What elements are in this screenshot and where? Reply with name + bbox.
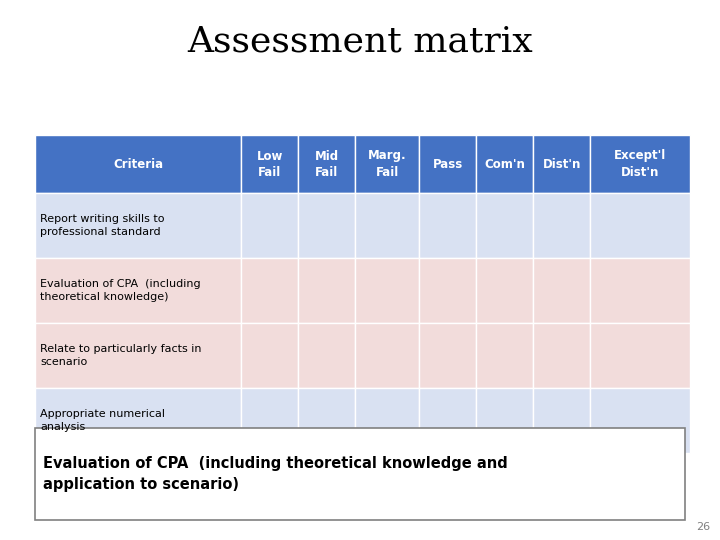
Polygon shape: [298, 258, 355, 323]
Polygon shape: [477, 193, 534, 258]
Text: Except'l
Dist'n: Except'l Dist'n: [614, 150, 666, 179]
Text: Dist'n: Dist'n: [543, 158, 581, 171]
Polygon shape: [298, 323, 355, 388]
Polygon shape: [355, 135, 420, 193]
Polygon shape: [590, 323, 690, 388]
Polygon shape: [355, 388, 420, 453]
Polygon shape: [477, 135, 534, 193]
Text: 26: 26: [696, 522, 710, 532]
Polygon shape: [590, 193, 690, 258]
Text: Com'n: Com'n: [485, 158, 526, 171]
Text: Evaluation of CPA  (including theoretical knowledge and
application to scenario): Evaluation of CPA (including theoretical…: [43, 456, 508, 492]
Text: Criteria: Criteria: [113, 158, 163, 171]
Polygon shape: [534, 135, 590, 193]
Polygon shape: [35, 323, 241, 388]
Polygon shape: [241, 258, 298, 323]
Polygon shape: [534, 193, 590, 258]
Text: Evaluation of CPA  (including
theoretical knowledge): Evaluation of CPA (including theoretical…: [40, 279, 201, 302]
Text: Report writing skills to
professional standard: Report writing skills to professional st…: [40, 214, 164, 237]
Polygon shape: [298, 388, 355, 453]
Polygon shape: [477, 388, 534, 453]
Polygon shape: [590, 258, 690, 323]
Text: Marg.
Fail: Marg. Fail: [368, 150, 407, 179]
Polygon shape: [241, 388, 298, 453]
Polygon shape: [35, 135, 241, 193]
Polygon shape: [534, 258, 590, 323]
Polygon shape: [590, 388, 690, 453]
Polygon shape: [590, 135, 690, 193]
Polygon shape: [534, 323, 590, 388]
Polygon shape: [35, 193, 241, 258]
Polygon shape: [355, 323, 420, 388]
Polygon shape: [420, 323, 477, 388]
Polygon shape: [420, 193, 477, 258]
Polygon shape: [477, 323, 534, 388]
Polygon shape: [241, 323, 298, 388]
Polygon shape: [298, 193, 355, 258]
Polygon shape: [420, 388, 477, 453]
Text: Assessment matrix: Assessment matrix: [187, 25, 533, 59]
Polygon shape: [35, 428, 685, 520]
Text: Pass: Pass: [433, 158, 463, 171]
Text: Appropriate numerical
analysis: Appropriate numerical analysis: [40, 409, 165, 432]
Polygon shape: [355, 258, 420, 323]
Polygon shape: [355, 193, 420, 258]
Polygon shape: [241, 193, 298, 258]
Text: Mid
Fail: Mid Fail: [315, 150, 339, 179]
Polygon shape: [298, 135, 355, 193]
Polygon shape: [534, 388, 590, 453]
Polygon shape: [241, 135, 298, 193]
Polygon shape: [35, 388, 241, 453]
Polygon shape: [420, 135, 477, 193]
Polygon shape: [477, 258, 534, 323]
Text: Relate to particularly facts in
scenario: Relate to particularly facts in scenario: [40, 344, 202, 367]
Text: Low
Fail: Low Fail: [256, 150, 283, 179]
Polygon shape: [35, 258, 241, 323]
Polygon shape: [420, 258, 477, 323]
